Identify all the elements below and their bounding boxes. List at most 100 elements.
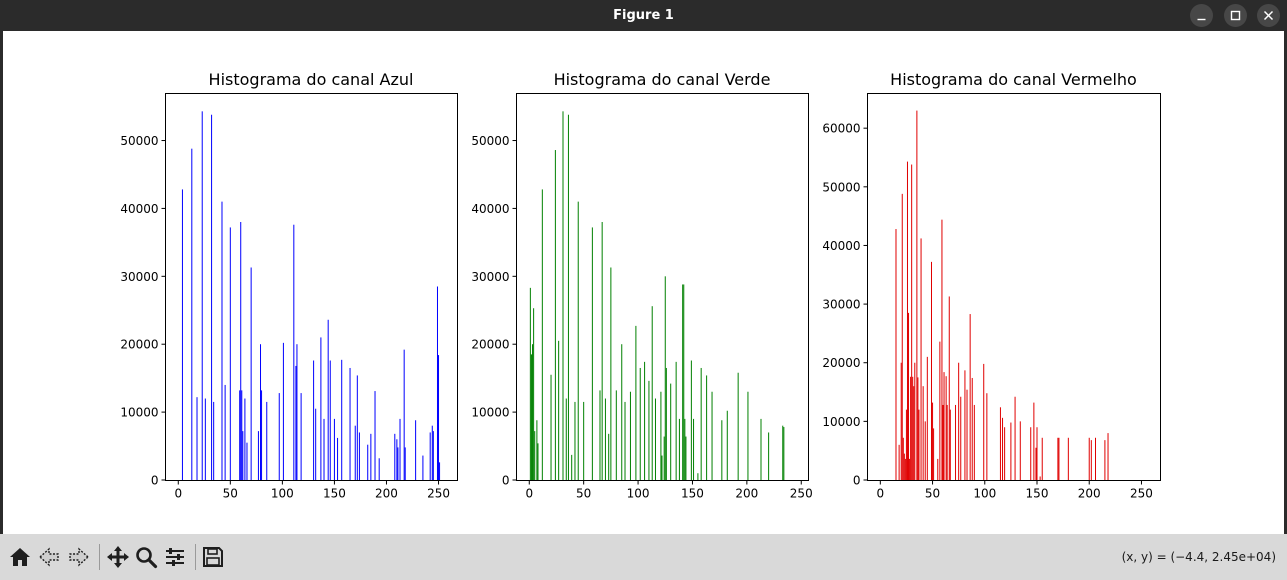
bar: [986, 393, 988, 480]
bar: [900, 362, 902, 480]
x-tick-label: 100: [627, 487, 650, 501]
y-tick-label: 20000: [120, 338, 158, 352]
x-tick-label: 150: [323, 487, 346, 501]
home-icon[interactable]: [7, 544, 33, 570]
x-tick-label: 0: [876, 487, 884, 501]
bar: [949, 409, 951, 480]
x-tick-label: 50: [925, 487, 940, 501]
x-tick-label: 150: [1026, 487, 1049, 501]
bar: [916, 110, 918, 480]
bar: [241, 390, 243, 480]
bar: [1014, 396, 1016, 480]
bar: [534, 431, 536, 480]
bar: [358, 432, 360, 480]
bar: [550, 374, 552, 480]
bar: [1067, 437, 1069, 480]
bar: [1058, 437, 1060, 480]
bar: [246, 442, 248, 480]
bar: [683, 284, 685, 480]
bar: [240, 222, 242, 480]
x-tick-label: 50: [576, 487, 591, 501]
window-frame-left: [0, 31, 3, 534]
bar: [933, 428, 935, 480]
bar: [196, 397, 198, 480]
bars: [529, 111, 785, 480]
save-icon[interactable]: [200, 544, 226, 570]
bar: [624, 401, 626, 480]
bar: [266, 401, 268, 480]
close-icon[interactable]: [1257, 4, 1280, 27]
bar: [644, 361, 646, 480]
bar: [261, 390, 263, 480]
bar: [909, 458, 911, 480]
bar: [422, 455, 424, 480]
bar: [711, 391, 713, 480]
window-frame-right: [1284, 31, 1287, 534]
bar: [898, 444, 900, 480]
pan-icon[interactable]: [105, 544, 131, 570]
bar: [354, 425, 356, 480]
back-arrow-icon[interactable]: [36, 544, 62, 570]
bar: [1002, 417, 1004, 480]
maximize-icon[interactable]: [1224, 4, 1247, 27]
x-tick-label: 150: [681, 487, 704, 501]
bar: [706, 375, 708, 480]
subplot-title: Histograma do canal Azul: [209, 70, 414, 89]
x-tick-label: 100: [271, 487, 294, 501]
bar: [315, 408, 317, 480]
bar: [415, 420, 417, 480]
bar: [591, 227, 593, 480]
bar: [583, 401, 585, 480]
configure-subplots-icon[interactable]: [162, 544, 188, 570]
bar: [1057, 437, 1059, 480]
bar: [260, 344, 262, 480]
bar: [1041, 437, 1043, 480]
bar: [374, 391, 376, 480]
bar: [660, 391, 662, 480]
bar: [903, 453, 905, 480]
x-tick-label: 250: [1130, 487, 1153, 501]
forward-arrow-icon[interactable]: [66, 544, 92, 570]
bars: [181, 111, 441, 481]
y-tick-label: 40000: [471, 202, 509, 216]
y-tick-label: 50000: [120, 134, 158, 148]
toolbar-separator: [99, 544, 100, 570]
bar: [565, 398, 567, 480]
bar: [999, 407, 1001, 480]
bar: [931, 261, 932, 480]
bar: [541, 189, 543, 480]
y-tick-label: 0: [853, 474, 861, 488]
bar: [943, 372, 945, 480]
figure-canvas[interactable]: 0 50 100 150 200 250 0 10000 20000 30000 40000 5000…: [3, 31, 1284, 534]
bar: [902, 437, 904, 480]
bar: [257, 431, 259, 480]
bar: [229, 227, 231, 480]
navigation-toolbar: (x, y) = (−4.4, 2.45e+04): [0, 534, 1287, 580]
y-tick-label: 0: [502, 474, 510, 488]
bar: [320, 337, 322, 480]
toolbar-separator: [195, 544, 196, 570]
bar: [211, 114, 213, 480]
bar: [969, 314, 971, 480]
bar: [181, 189, 183, 480]
y-tick-label: 50000: [822, 180, 860, 194]
bar: [939, 341, 941, 480]
bar: [558, 340, 560, 480]
figure-svg: 0 50 100 150 200 2500100002000030000400005000…: [120, 70, 1161, 501]
bar: [960, 396, 962, 480]
bar: [608, 433, 610, 480]
axes-frame: [867, 93, 1161, 481]
minimize-icon[interactable]: [1190, 4, 1213, 27]
bar: [904, 458, 906, 480]
bar: [737, 372, 739, 480]
subplot-title: Histograma do canal Vermelho: [890, 70, 1137, 89]
bar: [431, 425, 433, 480]
bar: [760, 418, 762, 480]
bar: [690, 360, 692, 480]
zoom-icon[interactable]: [133, 544, 159, 570]
y-tick-label: 10000: [120, 406, 158, 420]
bar: [911, 164, 913, 481]
subplot-2: 0 50 100 150 200 250 0 10000 20000 30000 40000 5000…: [471, 70, 812, 501]
bar: [436, 286, 438, 480]
bar: [313, 360, 315, 480]
